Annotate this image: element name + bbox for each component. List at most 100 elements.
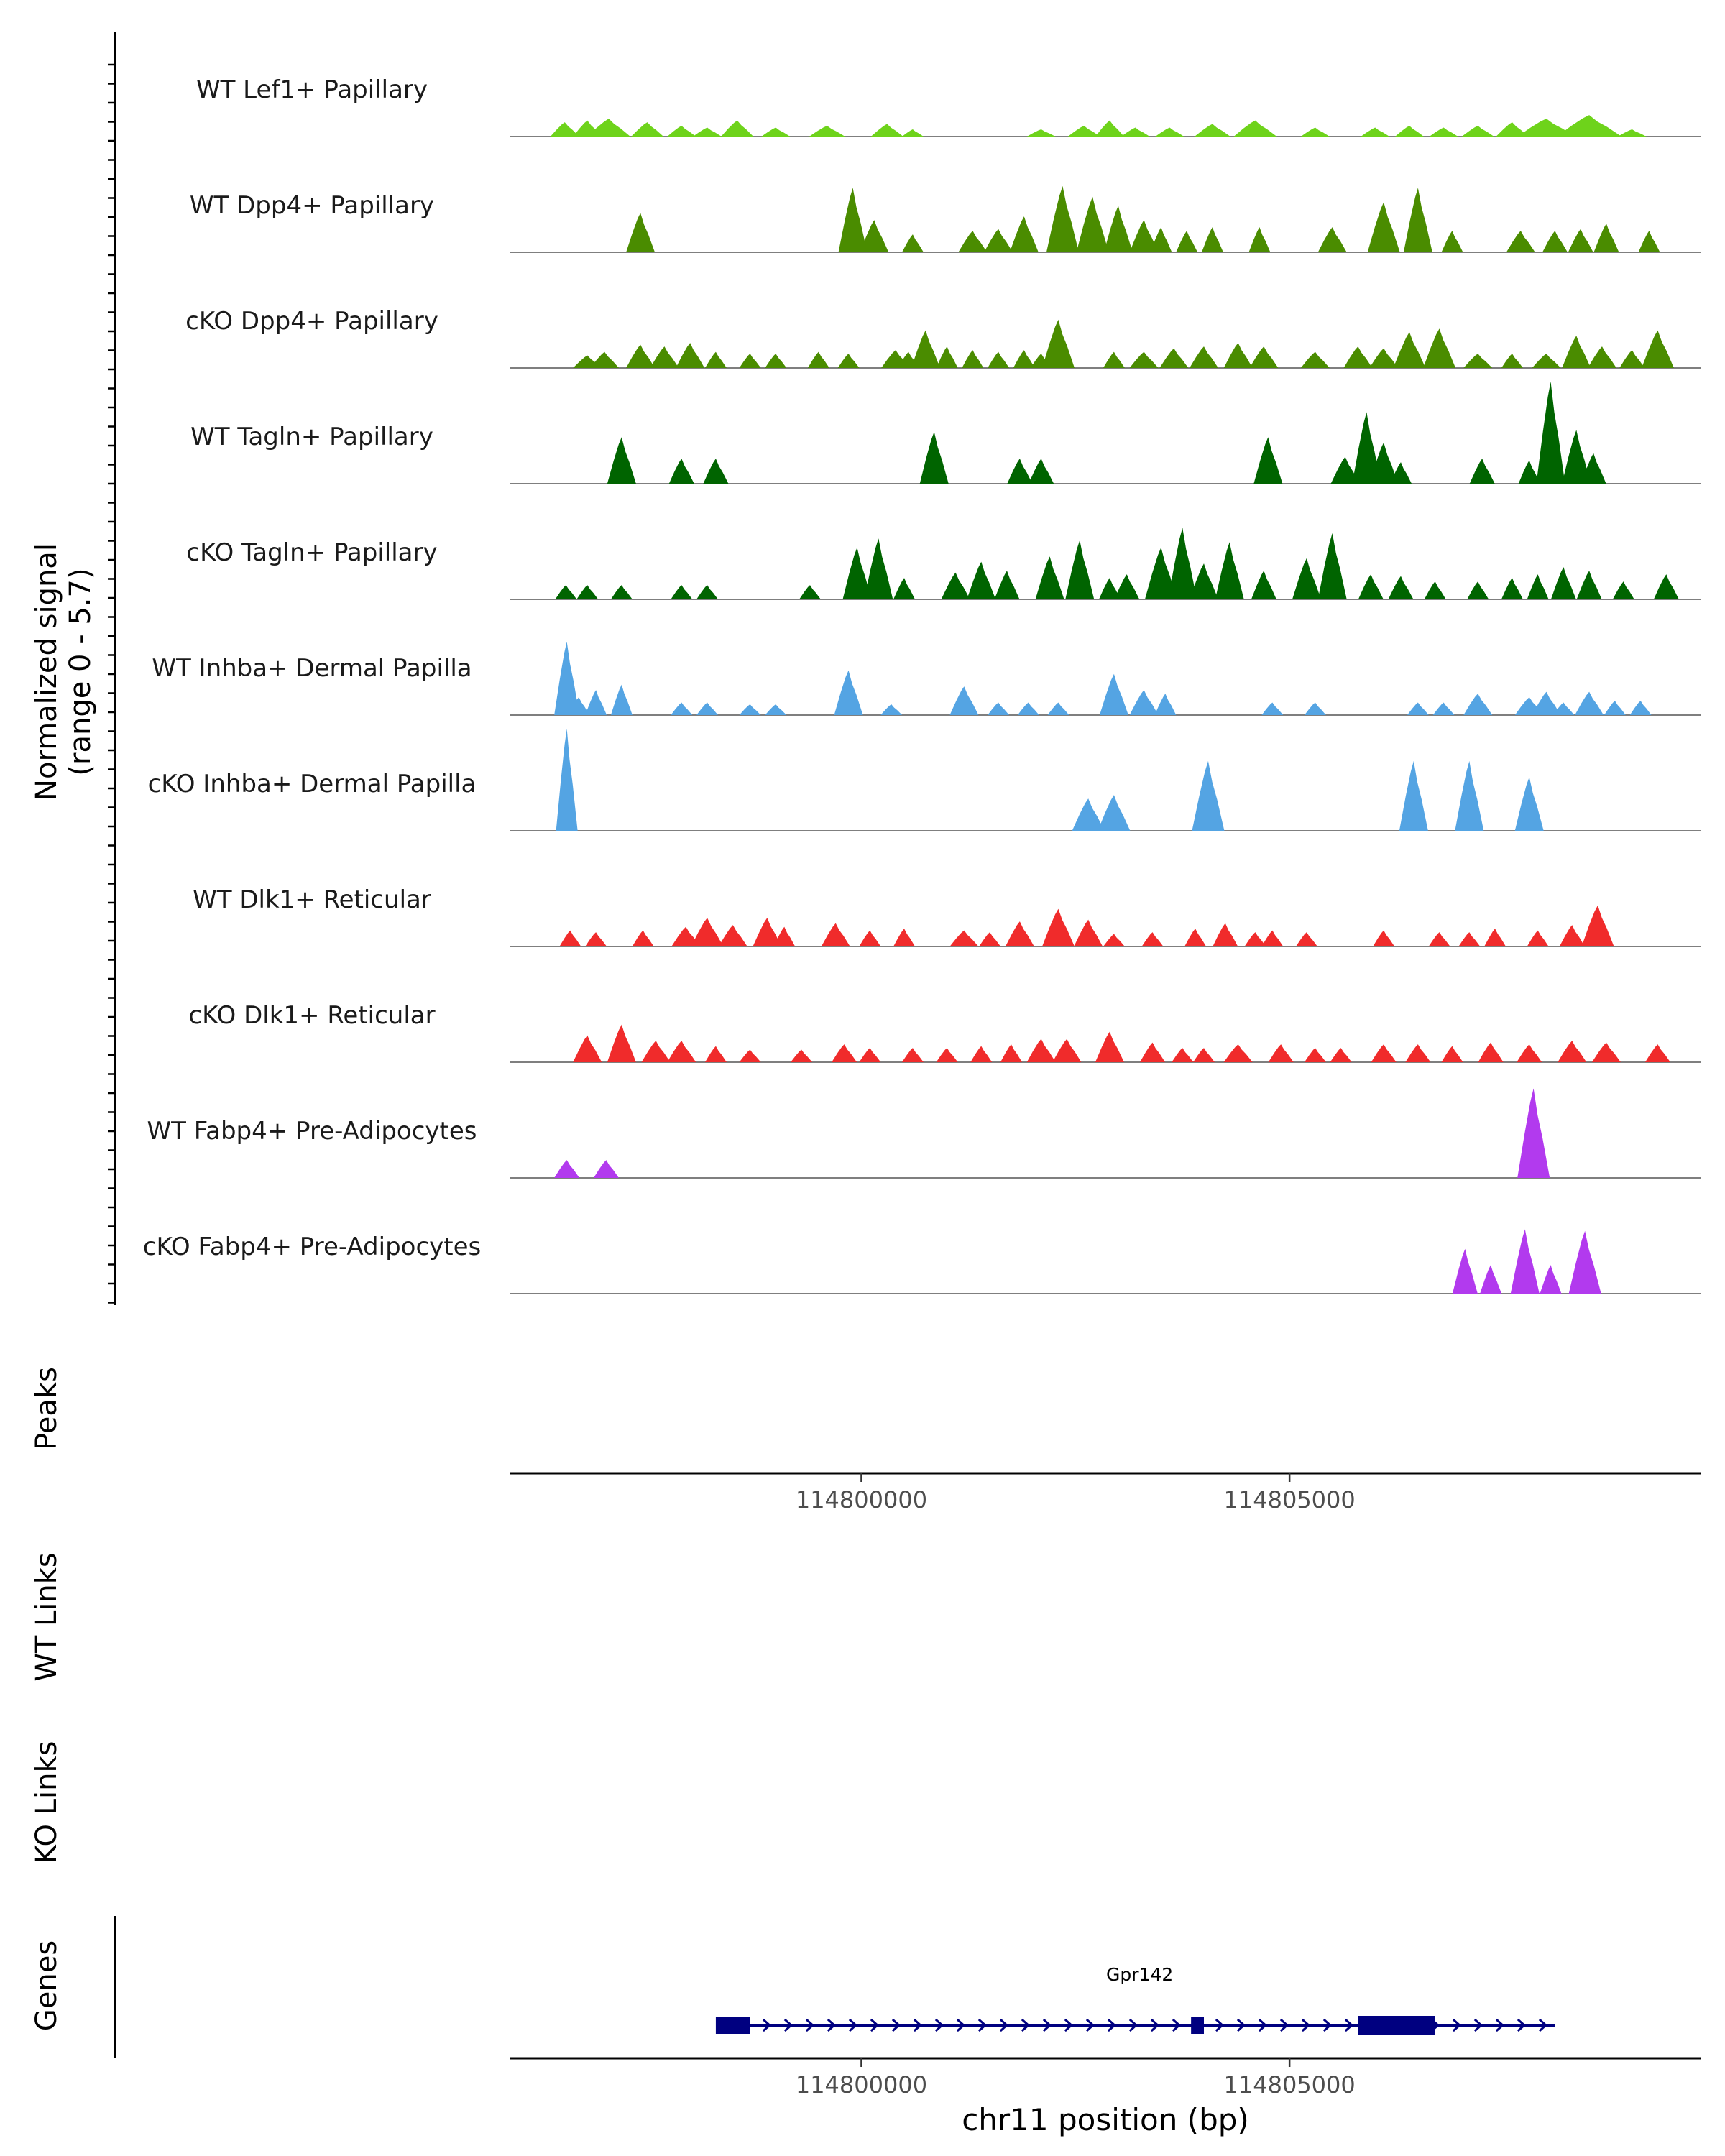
coverage-peak — [1254, 437, 1283, 484]
coverage-peak — [1388, 576, 1414, 599]
coverage-peak — [1532, 691, 1561, 715]
coverage-peak — [1458, 932, 1481, 946]
coverage-peak — [1552, 702, 1575, 715]
coverage-peak — [1304, 702, 1326, 715]
strand-arrow — [934, 2018, 944, 2032]
coverage-peak — [1393, 332, 1426, 368]
coverage-peak — [1352, 412, 1381, 484]
coverage-peak — [1067, 126, 1100, 137]
peaks-x-tick-label: 114805000 — [1224, 1486, 1356, 1514]
track-label: WT Dpp4+ Papillary — [190, 191, 434, 220]
coverage-peak — [1617, 129, 1647, 137]
coverage-peak — [1076, 196, 1109, 252]
strand-arrow — [1021, 2018, 1031, 2032]
strand-arrow — [1452, 2018, 1462, 2032]
coverage-peak — [1532, 354, 1561, 368]
coverage-peak — [1390, 462, 1412, 484]
coverage-peak — [1098, 578, 1121, 599]
coverage-peak — [1394, 126, 1424, 137]
coverage-peak — [901, 1048, 924, 1062]
coverage-peak — [1251, 571, 1276, 599]
coverage-peak — [1361, 127, 1390, 137]
coverage-peak — [1261, 702, 1284, 715]
gene-exon — [1358, 2016, 1435, 2035]
coverage-peak — [1432, 702, 1455, 715]
strand-arrow — [1215, 2018, 1225, 2032]
track-9: cKO Dlk1+ Reticular — [188, 1001, 1701, 1063]
coverage-peak — [1542, 231, 1568, 252]
coverage-peak — [1095, 1031, 1124, 1062]
wt-links-section-label: WT Links — [30, 1552, 63, 1681]
coverage-peak — [1517, 119, 1576, 137]
y-axis-label-line1: Normalized signal — [30, 543, 63, 801]
coverage-peak — [1190, 346, 1219, 368]
coverage-peak — [1026, 1038, 1056, 1062]
coverage-peak — [1550, 567, 1576, 599]
coverage-peak — [1159, 348, 1189, 368]
coverage-peak — [693, 127, 722, 137]
coverage-peak — [893, 929, 916, 946]
coverage-peak — [1035, 556, 1064, 599]
strand-arrow — [805, 2018, 815, 2032]
strand-arrow — [1107, 2018, 1117, 2032]
genes-x-tick-label: 114800000 — [796, 2071, 927, 2099]
strand-arrow — [1279, 2018, 1289, 2032]
strand-arrow — [913, 2018, 923, 2032]
coverage-peak — [1098, 795, 1131, 831]
coverage-peak — [1248, 227, 1271, 252]
coverage-peak — [573, 1035, 602, 1062]
coverage-peak — [610, 684, 632, 715]
coverage-peak — [1103, 934, 1125, 946]
track-label: WT Inhba+ Dermal Papilla — [152, 654, 472, 683]
coverage-peak — [1638, 231, 1660, 252]
coverage-peak — [550, 122, 579, 137]
track-label: cKO Dlk1+ Reticular — [188, 1001, 435, 1030]
coverage-peak — [576, 585, 599, 599]
coverage-peak — [1172, 1048, 1194, 1062]
coverage-peak — [667, 126, 696, 137]
coverage-peak — [870, 124, 903, 137]
coverage-peak — [1154, 694, 1177, 715]
coverage-peak — [1099, 673, 1128, 715]
coverage-peak — [1369, 348, 1399, 368]
coverage-peak — [1114, 574, 1140, 599]
coverage-peak — [1000, 1044, 1022, 1062]
strand-arrow — [762, 2018, 772, 2032]
coverage-peak — [1141, 932, 1164, 946]
coverage-peak — [1576, 571, 1602, 599]
coverage-peak — [1005, 921, 1034, 946]
strand-arrow — [783, 2018, 794, 2032]
coverage-peak — [1540, 1265, 1562, 1294]
coverage-peak — [1506, 231, 1535, 252]
coverage-peak — [593, 1160, 619, 1178]
coverage-peak — [1514, 777, 1544, 831]
coverage-peak — [1405, 1044, 1431, 1062]
coverage-peak — [671, 926, 701, 946]
coverage-peak — [1140, 1042, 1166, 1062]
coverage-peak — [590, 351, 620, 368]
ko-links-section-label: KO Links — [30, 1741, 63, 1864]
track-8: WT Dlk1+ Reticular — [193, 885, 1701, 947]
coverage-peak — [668, 459, 694, 484]
coverage-peak — [1367, 202, 1400, 252]
strand-arrow — [1150, 2018, 1160, 2032]
coverage-peak — [1428, 932, 1450, 946]
coverage-peak — [967, 561, 996, 599]
coverage-peak — [1103, 206, 1133, 252]
coverage-peak — [1168, 528, 1197, 599]
coverage-peak — [1517, 1044, 1542, 1062]
track-6: WT Inhba+ Dermal Papilla — [152, 641, 1701, 716]
coverage-peak — [1518, 460, 1540, 484]
strand-arrow — [1473, 2018, 1484, 2032]
coverage-peak — [1369, 442, 1399, 484]
coverage-peak — [1619, 350, 1645, 368]
coverage-peak — [1612, 581, 1634, 599]
track-label: cKO Fabp4+ Pre-Adipocytes — [143, 1233, 482, 1261]
coverage-peak — [1371, 1044, 1397, 1062]
coverage-peak — [1192, 760, 1225, 831]
track-2: WT Dpp4+ Papillary — [190, 185, 1701, 253]
y-axis-label-line2: (range 0 - 5.7) — [64, 568, 97, 775]
coverage-peak — [1604, 701, 1626, 715]
genes-x-ticks: 114800000 114805000 — [796, 2058, 1356, 2099]
